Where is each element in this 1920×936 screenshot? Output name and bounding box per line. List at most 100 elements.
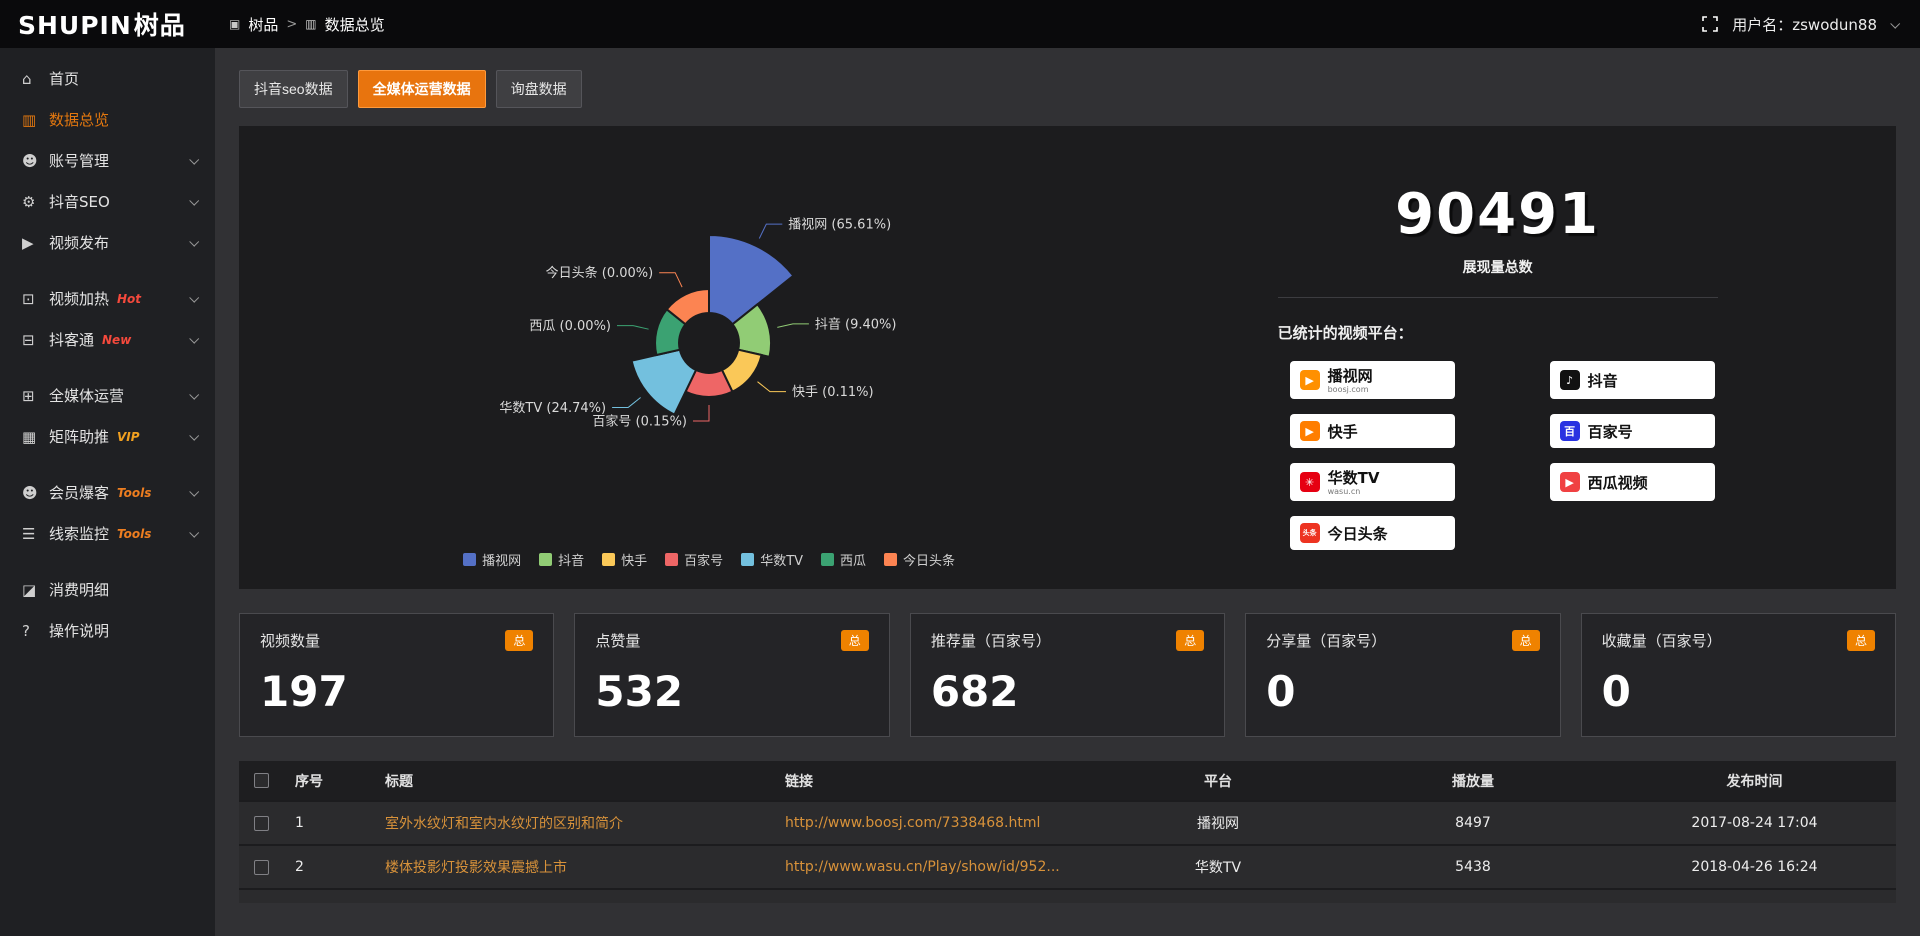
sidebar-item-label: 抖音SEO	[49, 193, 110, 211]
platforms-title: 已统计的视频平台：	[1277, 324, 1413, 342]
sidebar-item-label: 视频加热	[49, 290, 110, 308]
toutiao-logo: 头条	[1299, 523, 1320, 543]
video-url-link[interactable]: http://www.wasu.cn/Play/show/id/952...	[785, 859, 1060, 875]
pie-label-line	[777, 323, 809, 328]
video-title-link[interactable]: 楼体投影灯投影效果震撼上市	[385, 860, 567, 876]
platform-badge-3: 百百家号	[1549, 414, 1715, 448]
pie-label-line	[612, 397, 642, 408]
breadcrumb-root-icon: ▣	[229, 17, 241, 31]
platform-badge-1: ♪ 抖音	[1549, 361, 1715, 399]
sidebar-item-1[interactable]: ▥ 数据总览	[0, 99, 215, 140]
select-all-checkbox[interactable]	[253, 773, 269, 788]
video-title-link[interactable]: 室外水纹灯和室内水纹灯的区别和简介	[385, 816, 623, 832]
sidebar-item-2[interactable]: ☻ 账号管理	[0, 140, 215, 181]
username-label[interactable]: 用户名：zswodun88	[1732, 15, 1877, 34]
sidebar-item-label: 视频发布	[49, 234, 110, 252]
sidebar-item-3[interactable]: ⚙ 抖音SEO	[0, 181, 215, 222]
kuaishou-logo: ▶	[1299, 421, 1320, 441]
boosj-logo: ▶	[1299, 370, 1320, 390]
sidebar-item-label: 会员爆客	[49, 484, 110, 502]
total-badge[interactable]: 总	[505, 630, 534, 651]
users-icon: ☻	[22, 483, 38, 502]
legend-swatch	[602, 553, 616, 566]
stat-card-0: 视频数量 总 197	[239, 613, 555, 737]
top-right-area: 用户名：zswodun88	[1702, 14, 1920, 35]
sidebar-item-9[interactable]: ☻ 会员爆客 Tools	[0, 472, 215, 513]
pie-label-line	[693, 405, 710, 422]
pie-chart-svg: 播视网 (65.61%) 抖音 (9.40%) 快手 (0.11%) 百家号 (0.1…	[500, 218, 897, 430]
pie-slice-华数TV[interactable]	[630, 348, 698, 416]
legend-item-抖音[interactable]: 抖音	[539, 550, 584, 569]
videos-table: 序号 标题 链接 平台 播放量 发布时间 1 室外水纹灯和室内水纹灯的区别和简介 http:/…	[239, 761, 1896, 903]
row-checkbox[interactable]	[253, 815, 269, 831]
cell-platform: 华数TV	[1103, 844, 1333, 889]
sidebar-item-4[interactable]: ▶ 视频发布	[0, 222, 215, 263]
cell-plays: 8497	[1333, 800, 1613, 845]
user-icon: ☻	[22, 151, 38, 170]
breadcrumb-separator: >	[286, 16, 298, 32]
platform-badge-4: ✳ 华数TV wasu.cn	[1289, 463, 1455, 501]
sidebar-item-8[interactable]: ▦ 矩阵助推 VIP	[0, 416, 215, 457]
legend-label: 西瓜	[840, 554, 867, 569]
pie-slice-播视网[interactable]	[708, 233, 795, 326]
stat-card-1: 点赞量 总 532	[574, 613, 890, 737]
table-row-partial	[239, 888, 1896, 903]
pie-label-line	[757, 381, 787, 393]
feature-tag: Tools	[117, 485, 152, 500]
fullscreen-icon[interactable]	[1702, 16, 1719, 32]
chevron-down-icon	[189, 527, 200, 538]
stat-card-4: 收藏量（百家号） 总 0	[1580, 613, 1897, 737]
sidebar-item-label: 数据总览	[49, 111, 110, 129]
row-checkbox[interactable]	[253, 859, 269, 875]
sidebar-item-0[interactable]: ⌂ 首页	[0, 58, 215, 99]
sidebar-item-6[interactable]: ⊟ 抖客通 New	[0, 319, 215, 360]
platforms-box: 已统计的视频平台： ▶ 播视网 boosj.com ♪ 抖音 ▶ 快手 百百家号 ✳ 华数TV wa…	[1278, 322, 1718, 550]
tab-0[interactable]: 抖音seo数据	[239, 70, 348, 108]
total-badge[interactable]: 总	[1847, 630, 1876, 651]
total-badge[interactable]: 总	[1176, 630, 1205, 651]
table-body: 1 室外水纹灯和室内水纹灯的区别和简介 http://www.boosj.com/7…	[239, 800, 1896, 903]
chevron-down-icon[interactable]	[1890, 18, 1901, 29]
sidebar-item-7[interactable]: ⊞ 全媒体运营	[0, 375, 215, 416]
legend-item-播视网[interactable]: 播视网	[463, 550, 521, 569]
app-logo: SHUPIN树品	[0, 6, 215, 42]
totals-area: 90491 展现量总数 已统计的视频平台： ▶ 播视网 boosj.com ♪ 抖音 ▶ 快…	[1139, 148, 1856, 569]
sidebar: ⌂ 首页 ▥ 数据总览 ☻ 账号管理 ⚙ 抖音SEO ▶ 视频发布 ⊡ 视频加热 Hot ⊟ 抖客通 New ⊞…	[0, 48, 215, 936]
table-row: 1 室外水纹灯和室内水纹灯的区别和简介 http://www.boosj.com/7…	[239, 800, 1896, 845]
legend-item-快手[interactable]: 快手	[602, 550, 647, 569]
legend-item-西瓜[interactable]: 西瓜	[821, 550, 866, 569]
legend-swatch	[665, 553, 679, 566]
platform-badge-2: ▶ 快手	[1289, 414, 1455, 448]
total-impressions-label: 展现量总数	[1462, 260, 1533, 276]
sidebar-item-5[interactable]: ⊡ 视频加热 Hot	[0, 278, 215, 319]
sidebar-item-12[interactable]: ? 操作说明	[0, 610, 215, 651]
legend-item-百家号[interactable]: 百家号	[665, 550, 723, 569]
platform-badges: ▶ 播视网 boosj.com ♪ 抖音 ▶ 快手 百百家号 ✳ 华数TV wasu.cn ▶ 西瓜视频…	[1278, 361, 1718, 550]
tab-1[interactable]: 全媒体运营数据	[357, 70, 486, 108]
chevron-down-icon	[189, 154, 200, 165]
sidebar-item-label: 账号管理	[49, 152, 110, 170]
breadcrumb-root[interactable]: 树品	[248, 15, 279, 34]
tab-2[interactable]: 询盘数据	[495, 70, 582, 108]
total-badge[interactable]: 总	[840, 630, 869, 651]
badge-text: 快手	[1327, 422, 1358, 441]
cell-platform: 播视网	[1103, 800, 1333, 845]
sidebar-item-11[interactable]: ◪ 消费明细	[0, 569, 215, 610]
video-url-link[interactable]: http://www.boosj.com/7338468.html	[785, 815, 1041, 831]
legend-item-华数TV[interactable]: 华数TV	[741, 550, 803, 569]
breadcrumb-current[interactable]: 数据总览	[324, 15, 385, 34]
sidebar-item-10[interactable]: ☰ 线索监控 Tools	[0, 513, 215, 554]
help-icon: ?	[22, 621, 30, 640]
logo-suffix: 树品	[133, 11, 186, 40]
pie-slice-今日头条[interactable]	[665, 287, 711, 326]
legend-swatch	[463, 553, 477, 566]
stat-card-value: 0	[1266, 667, 1296, 716]
sidebar-item-label: 矩阵助推	[49, 428, 110, 446]
pie-slice-抖音[interactable]	[731, 302, 773, 358]
chevron-down-icon	[189, 430, 200, 441]
stat-card-value: 682	[930, 667, 1019, 716]
total-badge[interactable]: 总	[1511, 630, 1540, 651]
stat-cards: 视频数量总 197 点赞量总 532 推荐量（百家号）总 682 分享量（百家号）总 0 收藏量…	[239, 613, 1897, 737]
grid-icon: ▦	[22, 427, 37, 446]
legend-item-今日头条[interactable]: 今日头条	[884, 550, 955, 569]
